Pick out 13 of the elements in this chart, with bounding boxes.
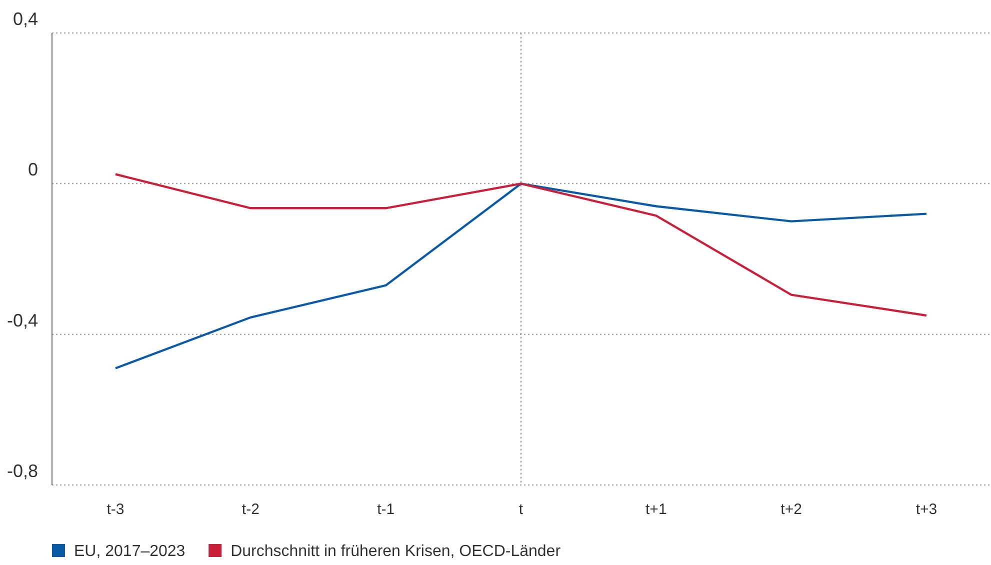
y-tick-label: 0: [28, 160, 38, 180]
legend-label: Durchschnitt in früheren Krisen, OECD-Länder: [230, 543, 562, 560]
x-tick-label: t+2: [780, 501, 802, 518]
y-tick-label: -0,4: [6, 310, 38, 330]
x-tick-label: t+3: [916, 501, 938, 518]
x-tick-label: t+1: [646, 501, 667, 518]
x-tick-label: t: [518, 501, 524, 518]
x-tick-label: t-3: [106, 501, 124, 518]
x-tick-label: t-2: [242, 501, 260, 518]
y-tick-label: -0,8: [6, 461, 38, 481]
legend-label: EU, 2017–2023: [74, 543, 186, 560]
y-tick-label: 0,4: [12, 9, 38, 29]
x-tick-label: t-1: [377, 501, 395, 518]
